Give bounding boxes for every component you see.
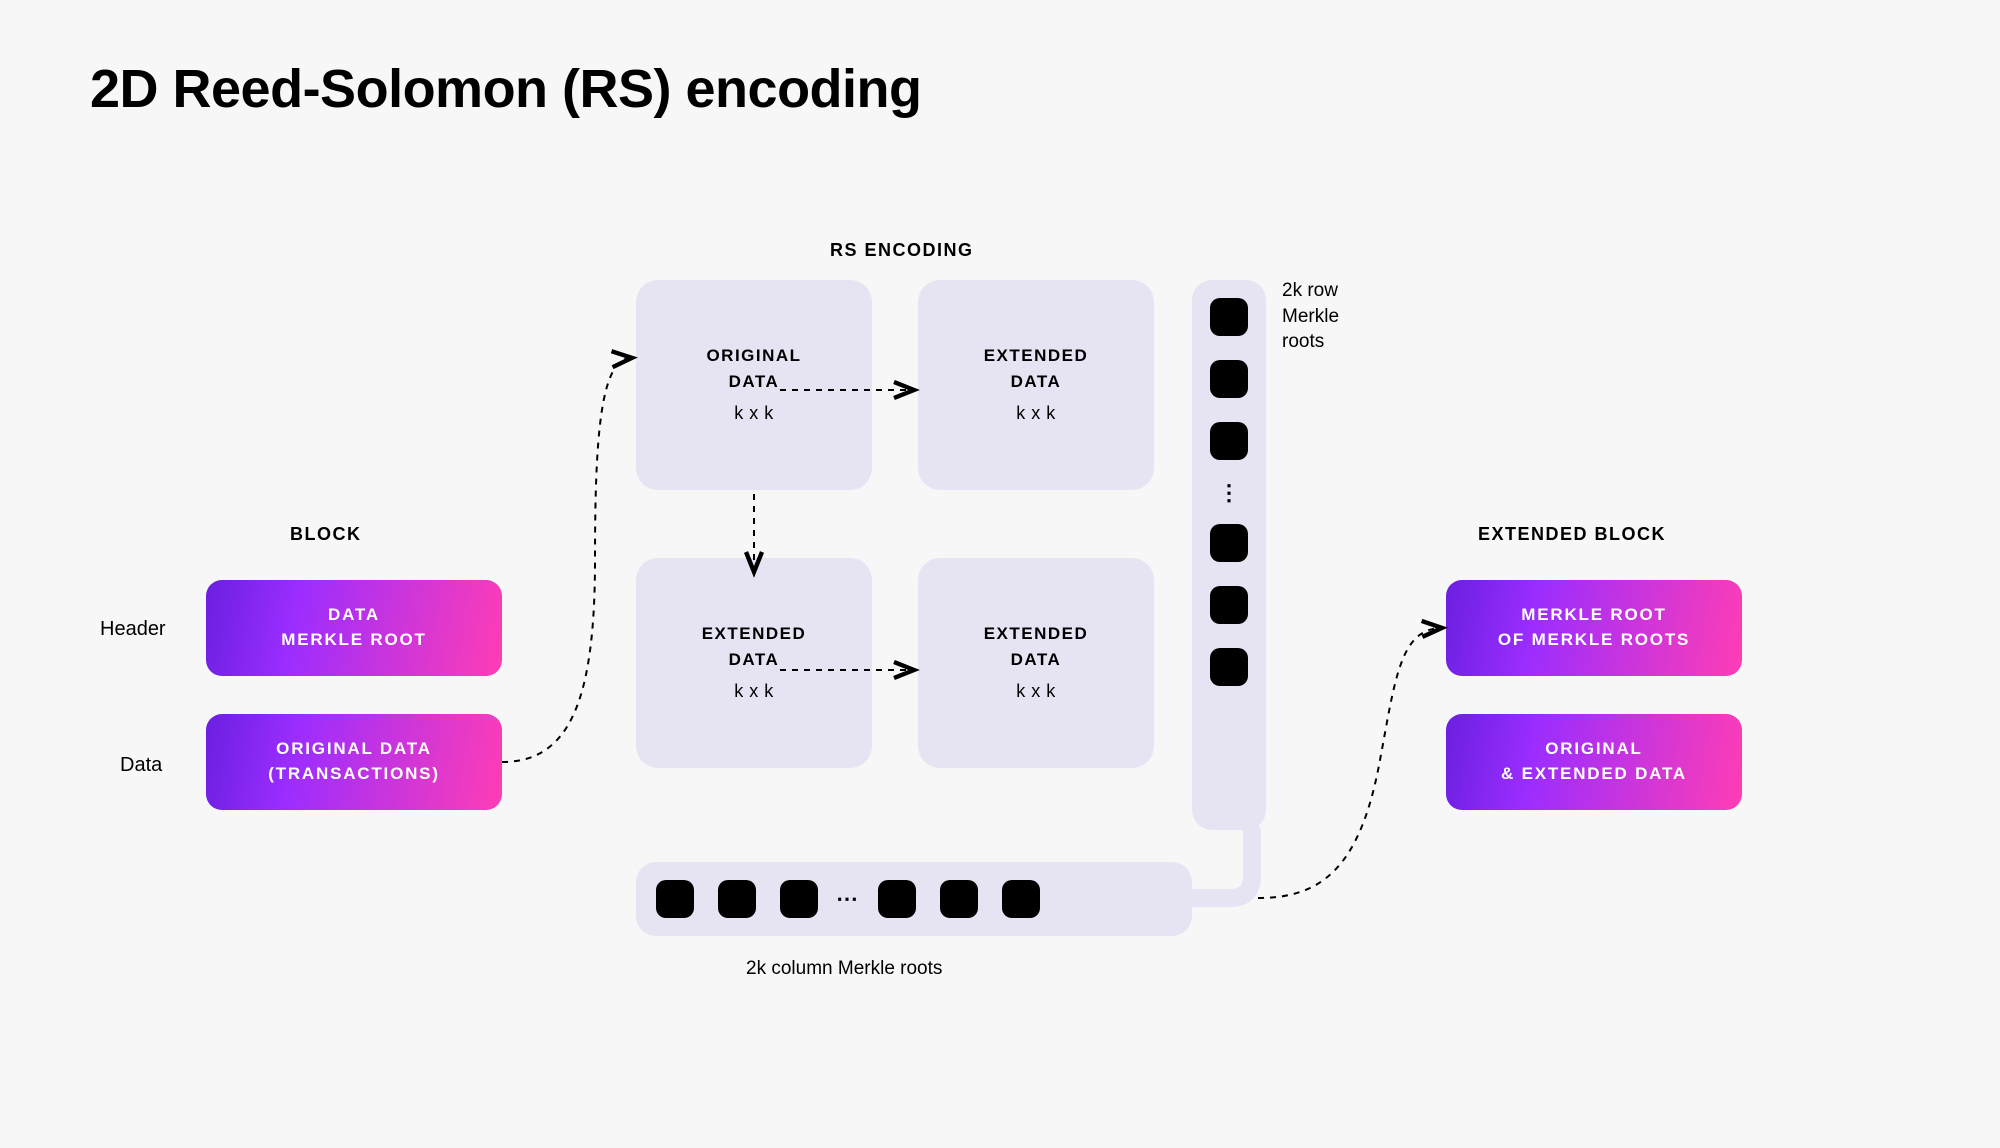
root-square [1210, 524, 1248, 562]
root-square [1210, 648, 1248, 686]
horizontal-ellipsis: ⋯ [836, 886, 860, 912]
root-square [718, 880, 756, 918]
grid-top-left: ORIGINAL DATA k x k [636, 280, 872, 490]
page-title: 2D Reed-Solomon (RS) encoding [90, 58, 922, 120]
rs-section-label: RS ENCODING [830, 240, 974, 261]
grid-br-title: EXTENDED DATA [984, 621, 1089, 672]
vertical-ellipsis: ⋮ [1218, 480, 1240, 506]
grid-br-dim: k x k [1016, 678, 1056, 705]
block-data-card-text: ORIGINAL DATA (TRANSACTIONS) [268, 737, 440, 786]
grid-bl-dim: k x k [734, 678, 774, 705]
grid-tl-title: ORIGINAL DATA [706, 343, 801, 394]
extended-data-card-text: ORIGINAL & EXTENDED DATA [1501, 737, 1687, 786]
arrow-block-to-grid [502, 358, 630, 762]
root-square [878, 880, 916, 918]
row-roots-label: 2k row Merkle roots [1282, 278, 1339, 355]
grid-tr-dim: k x k [1016, 400, 1056, 427]
col-roots-row: ⋯ [636, 862, 1192, 936]
extended-section-label: EXTENDED BLOCK [1478, 524, 1666, 545]
extended-header-card: MERKLE ROOT OF MERKLE ROOTS [1446, 580, 1742, 676]
col-roots-label: 2k column Merkle roots [746, 956, 942, 982]
extended-header-card-text: MERKLE ROOT OF MERKLE ROOTS [1498, 603, 1690, 652]
grid-top-right: EXTENDED DATA k x k [918, 280, 1154, 490]
grid-tl-dim: k x k [734, 400, 774, 427]
grid-tr-title: EXTENDED DATA [984, 343, 1089, 394]
block-header-card: DATA MERKLE ROOT [206, 580, 502, 676]
data-side-label: Data [120, 754, 162, 777]
root-square [656, 880, 694, 918]
root-square [940, 880, 978, 918]
block-data-card: ORIGINAL DATA (TRANSACTIONS) [206, 714, 502, 810]
block-header-card-text: DATA MERKLE ROOT [281, 603, 426, 652]
row-roots-column: ⋮ [1192, 280, 1266, 830]
root-square [780, 880, 818, 918]
header-side-label: Header [100, 618, 166, 641]
root-square [1210, 298, 1248, 336]
grid-bottom-left: EXTENDED DATA k x k [636, 558, 872, 768]
extended-data-card: ORIGINAL & EXTENDED DATA [1446, 714, 1742, 810]
root-square [1210, 422, 1248, 460]
grid-bottom-right: EXTENDED DATA k x k [918, 558, 1154, 768]
grid-bl-title: EXTENDED DATA [702, 621, 807, 672]
root-square [1210, 360, 1248, 398]
roots-connector [1192, 832, 1252, 898]
arrow-roots-to-extended [1258, 628, 1440, 898]
root-square [1210, 586, 1248, 624]
root-square [1002, 880, 1040, 918]
block-section-label: BLOCK [290, 524, 362, 545]
